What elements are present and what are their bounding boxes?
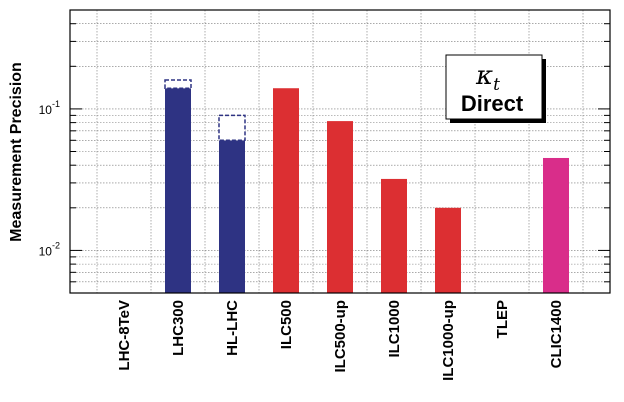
bar: [543, 157, 569, 293]
category-labels: LHC-8TeV LHC300 HL-LHC ILC500 ILC500-up ILC10…: [116, 300, 565, 381]
category-label: LHC-8TeV: [116, 300, 133, 371]
error-box: [164, 79, 192, 89]
bar: [219, 140, 245, 293]
category-label: ILC1000: [386, 300, 403, 358]
bar: [327, 121, 353, 293]
category-label: LHC300: [170, 300, 187, 356]
bar: [381, 178, 407, 293]
bar: [435, 207, 461, 293]
y-axis-label: Measurement Precision: [8, 62, 25, 242]
y-tick-label-exponent: -1: [52, 99, 60, 109]
category-label: TLEP: [494, 300, 511, 338]
y-tick-labels: 10-210-1: [39, 99, 60, 258]
y-tick-label: 10-1: [39, 99, 60, 117]
legend-kappa-symbol: κt: [475, 61, 500, 95]
category-label: HL-LHC: [224, 300, 241, 356]
y-tick-label-base: 10: [39, 103, 53, 117]
y-tick-label-base: 10: [39, 244, 53, 258]
legend-box-frame: [445, 54, 543, 120]
legend-box: κt Direct: [445, 54, 546, 123]
bar: [165, 88, 191, 293]
legend-title: Direct: [461, 91, 524, 116]
category-label: ILC500-up: [332, 300, 349, 373]
category-label: ILC500: [278, 300, 295, 349]
y-tick-label: 10-2: [39, 240, 60, 258]
y-tick-label-exponent: -2: [52, 240, 60, 250]
category-label: ILC1000-up: [440, 300, 457, 381]
category-label: CLIC1400: [548, 300, 565, 368]
ticks: [70, 9, 610, 294]
bars: [164, 79, 569, 293]
error-box: [218, 114, 246, 142]
legend-kappa-subscript: t: [493, 75, 500, 95]
bar: [273, 88, 299, 293]
